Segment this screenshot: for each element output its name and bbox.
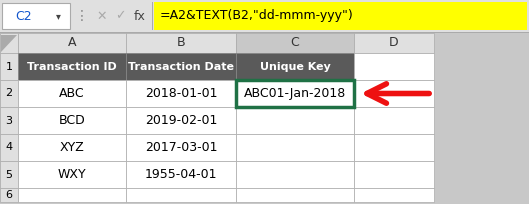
Bar — [18, 107, 126, 134]
Bar — [126, 53, 236, 80]
Text: =A2&TEXT(B2,"dd-mmm-yyy"): =A2&TEXT(B2,"dd-mmm-yyy") — [160, 10, 354, 22]
Text: C2: C2 — [16, 10, 32, 22]
Bar — [354, 188, 434, 202]
Text: 1955-04-01: 1955-04-01 — [145, 168, 217, 181]
Text: Unique Key: Unique Key — [260, 61, 331, 71]
Bar — [236, 134, 354, 161]
Text: 2: 2 — [5, 89, 13, 99]
Bar — [0, 53, 18, 80]
Bar — [126, 134, 236, 161]
Text: 3: 3 — [5, 115, 13, 125]
Text: ⋮: ⋮ — [75, 9, 89, 23]
Bar — [2, 3, 70, 29]
Bar — [236, 161, 354, 188]
Bar — [0, 32, 529, 33]
Text: XYZ: XYZ — [60, 141, 84, 154]
Bar — [152, 2, 153, 30]
Bar — [0, 80, 18, 107]
Bar — [0, 107, 18, 134]
Bar — [354, 80, 434, 107]
Text: ABC01-Jan-2018: ABC01-Jan-2018 — [244, 87, 346, 100]
Bar — [354, 134, 434, 161]
Bar — [126, 33, 236, 53]
Bar — [236, 80, 354, 107]
Text: Transaction Date: Transaction Date — [128, 61, 234, 71]
Text: 2017-03-01: 2017-03-01 — [145, 141, 217, 154]
Bar — [0, 161, 18, 188]
Bar — [354, 161, 434, 188]
Text: 2018-01-01: 2018-01-01 — [145, 87, 217, 100]
Text: 5: 5 — [5, 170, 13, 180]
Text: ▾: ▾ — [56, 11, 60, 21]
Bar — [18, 53, 126, 80]
Bar — [354, 53, 434, 80]
Text: A: A — [68, 37, 76, 50]
Polygon shape — [1, 35, 17, 52]
Bar — [354, 33, 434, 53]
Bar — [18, 188, 126, 202]
Bar — [236, 33, 354, 53]
Bar — [236, 107, 354, 134]
Text: 2019-02-01: 2019-02-01 — [145, 114, 217, 127]
Text: BCD: BCD — [59, 114, 85, 127]
Text: Transaction ID: Transaction ID — [27, 61, 117, 71]
Text: ABC: ABC — [59, 87, 85, 100]
Text: fx: fx — [134, 10, 146, 22]
Bar — [0, 0, 529, 32]
Bar — [18, 80, 126, 107]
Text: B: B — [177, 37, 185, 50]
Bar — [18, 33, 126, 53]
Text: ✕: ✕ — [97, 10, 107, 22]
Bar — [18, 161, 126, 188]
Bar — [126, 161, 236, 188]
Bar — [0, 188, 18, 202]
Bar — [354, 107, 434, 134]
Text: 6: 6 — [5, 190, 13, 200]
Text: ✓: ✓ — [115, 10, 125, 22]
Bar — [236, 53, 354, 80]
Bar — [18, 134, 126, 161]
Bar — [126, 80, 236, 107]
Text: C: C — [290, 37, 299, 50]
Text: 4: 4 — [5, 143, 13, 153]
Text: WXY: WXY — [58, 168, 86, 181]
Bar — [126, 188, 236, 202]
Bar — [236, 188, 354, 202]
Bar — [0, 33, 18, 53]
Bar — [154, 2, 527, 30]
Bar — [0, 134, 18, 161]
Bar — [126, 107, 236, 134]
Text: D: D — [389, 37, 399, 50]
Text: 1: 1 — [5, 61, 13, 71]
